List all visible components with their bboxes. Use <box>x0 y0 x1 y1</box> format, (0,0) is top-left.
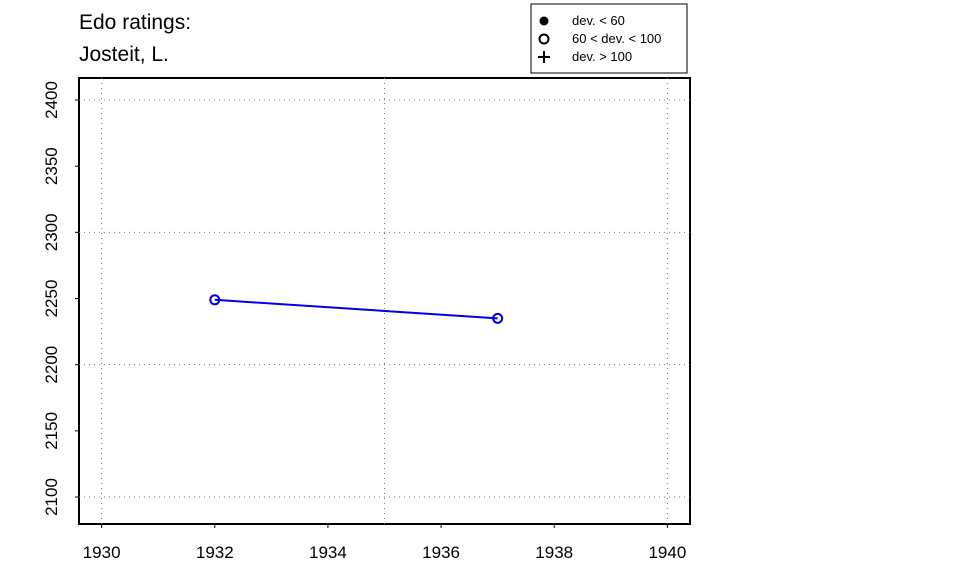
y-tick-label: 2200 <box>42 346 61 384</box>
chart-title: Edo ratings: <box>79 11 191 34</box>
x-tick-label: 1940 <box>648 543 686 562</box>
legend-label: dev. > 100 <box>572 49 632 64</box>
marker <box>209 294 221 306</box>
y-tick-label: 2100 <box>42 478 61 516</box>
legend-box <box>530 3 688 74</box>
x-tick-label: 1934 <box>309 543 347 562</box>
plot-frame <box>78 77 691 525</box>
series-line <box>214 298 498 320</box>
y-tick-label: 2250 <box>42 280 61 318</box>
y-tick-label: 2350 <box>42 147 61 185</box>
x-tick-label: 1930 <box>83 543 121 562</box>
y-tick-label: 2400 <box>42 81 61 119</box>
legend-symbol <box>539 16 549 26</box>
chart-subtitle: Josteit, L. <box>79 43 169 66</box>
x-tick-label: 1936 <box>422 543 460 562</box>
y-tick-label: 2300 <box>42 213 61 251</box>
x-tick-label: 1938 <box>535 543 573 562</box>
y-tick-label: 2150 <box>42 412 61 450</box>
marker <box>492 312 504 324</box>
legend-label: dev. < 60 <box>572 13 625 28</box>
x-tick-label: 1932 <box>196 543 234 562</box>
legend-label: 60 < dev. < 100 <box>572 31 661 46</box>
legend-symbol <box>538 51 550 63</box>
legend-symbol <box>538 33 550 45</box>
